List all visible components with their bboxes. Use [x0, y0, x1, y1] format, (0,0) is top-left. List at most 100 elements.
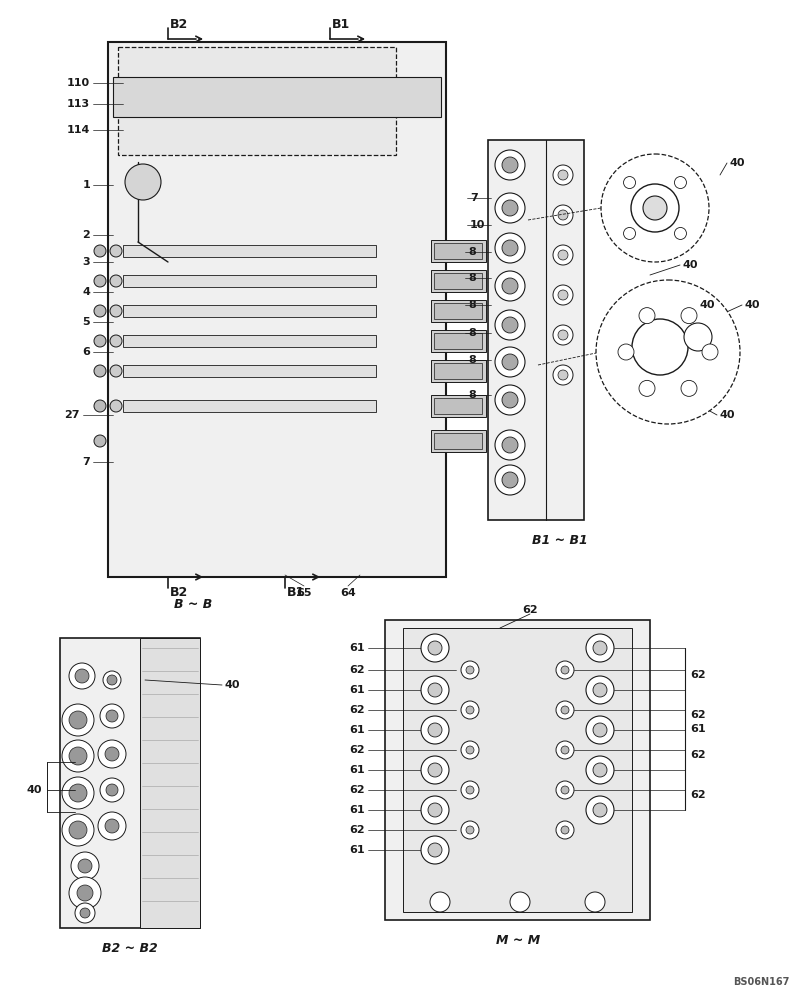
Circle shape: [501, 392, 517, 408]
Text: 40: 40: [27, 785, 42, 795]
Circle shape: [509, 892, 530, 912]
Bar: [122, 400, 375, 412]
Circle shape: [556, 661, 573, 679]
Circle shape: [466, 666, 474, 674]
Circle shape: [75, 903, 95, 923]
Circle shape: [560, 786, 569, 794]
Text: 62: 62: [349, 745, 365, 755]
Bar: [431, 360, 486, 382]
Circle shape: [592, 803, 607, 817]
Circle shape: [600, 154, 708, 262]
Circle shape: [420, 634, 448, 662]
Text: B1 ~ B1: B1 ~ B1: [531, 534, 587, 546]
Bar: [139, 638, 200, 928]
Text: 61: 61: [349, 685, 365, 695]
Circle shape: [94, 435, 106, 447]
Bar: [487, 140, 583, 520]
Text: 62: 62: [689, 750, 705, 760]
Text: 8: 8: [467, 390, 475, 400]
Circle shape: [501, 472, 517, 488]
Circle shape: [461, 701, 478, 719]
Bar: [108, 42, 445, 577]
Circle shape: [557, 330, 568, 340]
Circle shape: [638, 380, 654, 396]
Circle shape: [427, 763, 441, 777]
Circle shape: [557, 370, 568, 380]
Bar: [122, 245, 375, 257]
Text: 7: 7: [82, 457, 90, 467]
Text: 62: 62: [689, 710, 705, 720]
Text: 61: 61: [349, 725, 365, 735]
Text: 61: 61: [349, 805, 365, 815]
Circle shape: [560, 666, 569, 674]
Circle shape: [592, 763, 607, 777]
Circle shape: [94, 400, 106, 412]
Text: 61: 61: [689, 724, 705, 734]
Text: 110: 110: [67, 78, 90, 88]
Circle shape: [461, 821, 478, 839]
Circle shape: [560, 826, 569, 834]
Circle shape: [466, 706, 474, 714]
Bar: [433, 303, 482, 319]
Text: 62: 62: [349, 785, 365, 795]
Bar: [431, 430, 486, 452]
Circle shape: [109, 335, 122, 347]
Circle shape: [552, 165, 573, 185]
Circle shape: [592, 723, 607, 737]
Circle shape: [75, 669, 89, 683]
Bar: [122, 335, 375, 347]
Circle shape: [560, 706, 569, 714]
Circle shape: [69, 747, 87, 765]
Circle shape: [420, 756, 448, 784]
Circle shape: [495, 271, 525, 301]
Circle shape: [495, 193, 525, 223]
Circle shape: [69, 784, 87, 802]
Text: 64: 64: [340, 588, 355, 598]
Text: 8: 8: [467, 328, 475, 338]
Bar: [402, 628, 631, 912]
Circle shape: [586, 634, 613, 662]
Circle shape: [556, 781, 573, 799]
Text: 8: 8: [467, 355, 475, 365]
Circle shape: [501, 157, 517, 173]
Text: 61: 61: [349, 845, 365, 855]
Circle shape: [427, 843, 441, 857]
Circle shape: [62, 814, 94, 846]
Circle shape: [552, 245, 573, 265]
Circle shape: [674, 227, 685, 239]
Text: B ~ B: B ~ B: [174, 598, 212, 611]
Circle shape: [557, 170, 568, 180]
Circle shape: [617, 344, 633, 360]
Text: 114: 114: [67, 125, 90, 135]
Text: 113: 113: [67, 99, 90, 109]
Circle shape: [556, 821, 573, 839]
Bar: [384, 620, 649, 920]
Circle shape: [557, 210, 568, 220]
Text: BS06N167: BS06N167: [732, 977, 789, 987]
Bar: [431, 270, 486, 292]
Circle shape: [495, 465, 525, 495]
Text: 40: 40: [729, 158, 744, 168]
Circle shape: [586, 716, 613, 744]
Text: B2: B2: [169, 17, 188, 30]
Circle shape: [71, 852, 99, 880]
Circle shape: [420, 676, 448, 704]
Bar: [113, 77, 440, 117]
Circle shape: [592, 641, 607, 655]
Text: 62: 62: [349, 705, 365, 715]
Circle shape: [495, 310, 525, 340]
Bar: [433, 398, 482, 414]
Circle shape: [586, 756, 613, 784]
Circle shape: [98, 740, 126, 768]
Circle shape: [586, 796, 613, 824]
Circle shape: [94, 305, 106, 317]
Text: 62: 62: [349, 665, 365, 675]
Circle shape: [77, 885, 93, 901]
Circle shape: [466, 746, 474, 754]
Bar: [433, 333, 482, 349]
Circle shape: [98, 812, 126, 840]
Bar: [433, 273, 482, 289]
Circle shape: [62, 740, 94, 772]
Circle shape: [109, 275, 122, 287]
Circle shape: [623, 227, 635, 239]
